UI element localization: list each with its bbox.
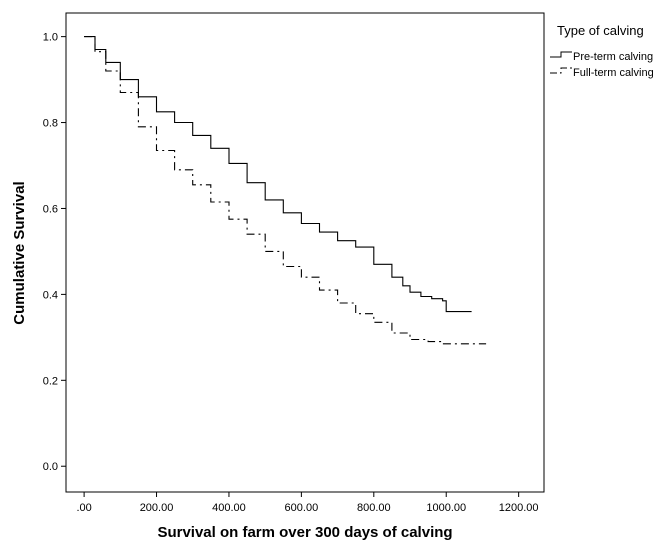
plot-frame bbox=[65, 12, 545, 493]
series-line-full-term bbox=[84, 36, 487, 345]
x-tick-label: 600.00 bbox=[285, 502, 319, 514]
y-axis-title: Cumulative Survival bbox=[11, 181, 28, 324]
x-tick-label: .00 bbox=[76, 502, 91, 514]
x-tick-label: 800.00 bbox=[357, 502, 391, 514]
y-tick-label: 0.0 bbox=[43, 461, 58, 473]
y-tick-label: 0.2 bbox=[43, 375, 58, 387]
legend-label-full-term: Full-term calving bbox=[573, 67, 654, 79]
legend-item-pre-term: Pre-term calving bbox=[550, 51, 653, 63]
legend-swatch-pre-term bbox=[550, 51, 572, 58]
legend-swatch-full-term bbox=[550, 67, 572, 74]
series-line-pre-term bbox=[84, 36, 472, 313]
x-tick-label: 1200.00 bbox=[499, 502, 539, 514]
legend-item-full-term: Full-term calving bbox=[550, 67, 654, 79]
y-tick-label: 0.6 bbox=[43, 203, 58, 215]
y-tick-label: 0.8 bbox=[43, 118, 58, 130]
axis-ticks: .00 200.00 400.00 600.00 800.00 1000.00 1200.0… bbox=[43, 32, 539, 514]
y-tick-label: 1.0 bbox=[43, 32, 58, 44]
series-lines bbox=[84, 36, 487, 345]
x-tick-label: 400.00 bbox=[212, 502, 246, 514]
x-axis-title: Survival on farm over 300 days of calvin… bbox=[157, 524, 452, 541]
x-tick-label: 1000.00 bbox=[426, 502, 466, 514]
legend-title: Type of calving bbox=[557, 23, 644, 38]
x-tick-label: 200.00 bbox=[140, 502, 174, 514]
legend: Type of calving Pre-term calving Full-te… bbox=[550, 23, 654, 79]
legend-label-pre-term: Pre-term calving bbox=[573, 51, 653, 63]
y-tick-label: 0.4 bbox=[43, 289, 58, 301]
